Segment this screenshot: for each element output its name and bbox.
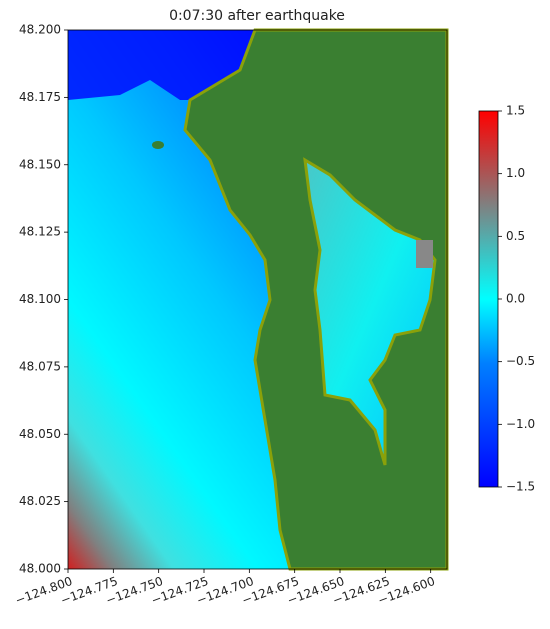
y-tick-label: 48.025 — [19, 494, 61, 508]
y-tick-label: 48.175 — [19, 90, 61, 104]
y-tick-label: 48.100 — [19, 292, 61, 306]
colorbar-tick-label: −0.5 — [506, 354, 535, 368]
bay-head — [416, 240, 433, 268]
colorbar — [478, 110, 499, 488]
colorbar-tick-label: 0.0 — [506, 292, 525, 306]
island — [152, 141, 164, 149]
y-tick-label: 48.200 — [19, 23, 61, 37]
y-tick-label: 48.000 — [19, 562, 61, 576]
colorbar-tick-label: 1.5 — [506, 104, 525, 118]
deep-water — [68, 30, 255, 100]
colorbar-tick-label: −1.0 — [506, 417, 535, 431]
colorbar-tick-label: 0.5 — [506, 229, 525, 243]
colorbar-tick-label: 1.0 — [506, 166, 525, 180]
y-tick-label: 48.075 — [19, 359, 61, 373]
bay — [303, 157, 437, 466]
map — [68, 28, 449, 571]
chart-title: 0:07:30 after earthquake — [169, 8, 345, 24]
y-tick-label: 48.125 — [19, 225, 61, 239]
y-tick-label: 48.050 — [19, 427, 61, 441]
y-tick-label: 48.150 — [19, 157, 61, 171]
colorbar-tick-label: −1.5 — [506, 480, 535, 494]
